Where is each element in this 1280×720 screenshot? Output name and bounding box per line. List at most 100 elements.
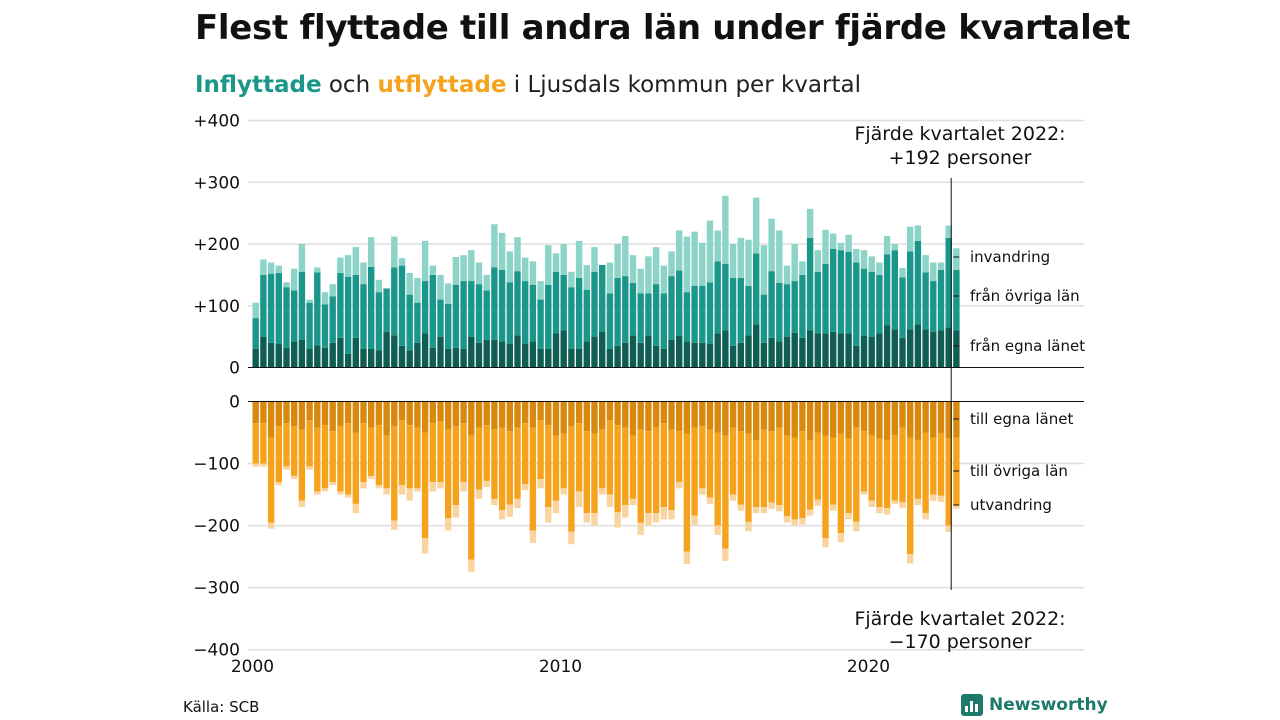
bar-in-1 [814,333,821,368]
bar-in-1 [883,325,891,368]
bar-in-2 [899,277,906,338]
bar-out-1 [853,401,860,428]
bar-out-1 [460,401,467,424]
bar-out-2 [806,439,814,510]
bar-in-1 [352,337,359,368]
bar-out-3 [383,488,390,495]
bar-in-1 [491,339,498,368]
bar-in-3 [483,274,490,291]
bar-in-1 [506,344,513,368]
bar-out-1 [368,401,375,428]
bar-in-3 [783,265,791,285]
bar-in-1 [676,335,683,368]
bar-out-3 [406,488,413,501]
bar-in-1 [368,348,375,368]
bar-out-3 [953,505,960,509]
bar-in-2 [414,302,421,343]
bar-out-1 [899,401,906,428]
bar-in-2 [252,318,259,349]
bar-in-1 [537,348,544,368]
bar-out-1 [383,401,390,436]
bar-in-2 [383,288,390,332]
bar-in-2 [337,273,344,338]
legend-fran-egna-lanet: från egna länet [970,337,1085,355]
bar-out-3 [475,489,483,499]
bar-in-2 [714,261,721,334]
bar-in-3 [645,256,652,294]
bar-in-2 [429,274,436,348]
bar-in-3 [729,244,737,278]
bar-in-2 [745,285,752,336]
bar-out-1 [591,401,598,434]
bar-in-3 [468,250,475,282]
bar-out-2 [291,426,298,476]
bar-in-1 [645,335,652,368]
bar-in-2 [799,274,806,338]
x-tick-label: 2000 [231,657,274,677]
bar-out-2 [899,427,906,503]
bar-out-1 [260,401,267,424]
bar-out-3 [683,551,691,565]
bar-in-1 [314,345,321,368]
bar-out-1 [614,401,621,426]
bar-in-3 [914,225,922,241]
bar-in-1 [791,332,798,368]
bar-out-2 [583,431,590,514]
bar-out-2 [783,435,791,517]
y-tick-label: +200 [193,235,240,255]
bar-in-3 [537,281,544,300]
bar-out-2 [391,426,398,521]
bar-in-3 [329,284,336,297]
bar-out-3 [468,559,475,573]
bar-out-1 [375,401,383,426]
bar-out-3 [337,491,344,495]
bar-out-3 [368,475,375,480]
bar-in-1 [599,331,606,368]
bar-out-1 [314,401,321,428]
bar-in-3 [799,261,806,275]
bar-in-1 [321,347,329,368]
bar-in-3 [883,235,891,255]
bar-in-1 [652,345,660,368]
bar-in-1 [545,348,552,368]
bar-in-1 [660,348,667,368]
bar-out-3 [876,506,883,514]
bar-out-3 [583,513,590,523]
bar-in-3 [583,264,590,290]
bar-in-1 [930,331,937,368]
bar-in-2 [314,272,321,346]
bar-in-3 [845,234,852,253]
annotation-top-line2: +192 personer [889,147,1032,169]
bar-out-3 [437,482,444,489]
bar-in-1 [760,342,768,368]
legend-till-egna-lanet: till egna länet [970,410,1073,428]
bar-in-1 [945,327,952,368]
bar-out-1 [914,401,922,440]
bar-out-2 [714,432,721,526]
bar-out-1 [699,401,706,427]
bar-in-1 [699,342,706,368]
bar-out-1 [452,401,460,427]
bar-in-3 [814,250,821,272]
bar-in-3 [568,271,575,288]
bar-out-2 [414,427,421,489]
bar-out-3 [591,513,598,526]
bar-in-1 [714,333,721,368]
bar-out-1 [714,401,721,433]
bar-in-3 [321,292,329,305]
bar-out-3 [391,520,398,530]
bar-out-2 [914,439,922,499]
bar-in-2 [552,271,560,334]
bar-in-1 [260,336,267,368]
bar-in-2 [306,302,313,349]
bar-in-1 [306,348,313,368]
bar-in-2 [876,274,883,334]
bar-out-2 [529,427,537,531]
bar-in-1 [745,335,752,368]
bar-out-1 [799,401,806,432]
bar-out-3 [398,485,406,495]
bar-in-3 [937,262,945,270]
bar-out-1 [329,401,336,432]
bar-in-1 [337,337,344,368]
bar-in-3 [753,197,760,254]
